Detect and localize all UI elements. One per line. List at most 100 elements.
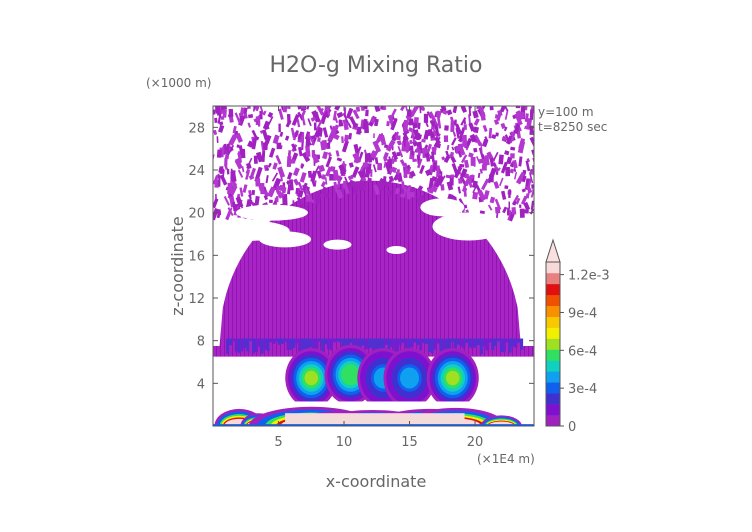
upper-moisture-streak [225, 210, 232, 221]
upper-moisture-streak [363, 121, 369, 134]
upper-moisture-streak [457, 186, 462, 194]
layer-fringe [413, 338, 417, 343]
upper-moisture-streak [303, 202, 310, 212]
x-unit-label: (×1E4 m) [477, 452, 535, 466]
layer-fringe [373, 338, 377, 354]
upper-moisture-streak [495, 132, 499, 137]
upper-moisture-streak [213, 109, 216, 115]
upper-moisture-streak [411, 145, 414, 156]
upper-moisture-streak [306, 194, 312, 202]
upper-moisture-streak [349, 116, 358, 128]
layer-fringe [511, 338, 515, 347]
upper-moisture-streak [443, 135, 449, 142]
upper-moisture-streak [480, 142, 483, 153]
upper-moisture-streak [310, 116, 317, 122]
colorbar-label: 1.2e-3 [568, 269, 610, 284]
upper-moisture-streak [214, 117, 218, 123]
layer-fringe [298, 338, 302, 354]
upper-moisture-streak [275, 154, 282, 165]
upper-moisture-streak [226, 143, 230, 154]
layer-fringe [520, 338, 524, 350]
upper-moisture-streak [370, 169, 373, 177]
layer-fringe [286, 338, 290, 350]
upper-moisture-streak [527, 178, 532, 188]
upper-moisture-streak [452, 106, 459, 114]
upper-moisture-streak [503, 126, 508, 132]
upper-moisture-streak [377, 163, 383, 171]
upper-moisture-streak [468, 152, 474, 158]
layer-fringe [476, 338, 480, 345]
upper-moisture-streak [521, 188, 526, 193]
upper-moisture-streak [476, 155, 481, 164]
upper-moisture-streak [254, 195, 260, 206]
upper-moisture-streak [213, 129, 218, 136]
upper-moisture-streak [451, 163, 459, 175]
upper-moisture-streak [417, 122, 421, 130]
upper-moisture-streak [219, 174, 228, 186]
upper-moisture-streak [221, 106, 228, 110]
upper-moisture-streak [293, 178, 300, 186]
layer-fringe [263, 338, 267, 350]
layer-fringe [318, 338, 322, 342]
colorbar-swatch [546, 316, 560, 328]
upper-moisture-streak [510, 131, 515, 137]
upper-moisture-streak [321, 174, 327, 180]
layer-fringe [312, 338, 316, 350]
colorbar-label: 6e-4 [568, 344, 597, 359]
upper-moisture-streak [465, 146, 469, 151]
upper-moisture-streak [287, 152, 292, 163]
upper-moisture-streak [413, 133, 419, 140]
upper-moisture-streak [435, 110, 442, 118]
layer-fringe [384, 338, 388, 345]
upper-moisture-streak [450, 121, 455, 133]
upper-moisture-streak [524, 106, 528, 111]
upper-moisture-streak [502, 206, 508, 214]
upper-moisture-streak [292, 167, 300, 177]
upper-moisture-streak [428, 111, 437, 122]
upper-moisture-streak [299, 172, 307, 183]
upper-moisture-streak [294, 130, 299, 138]
upper-moisture-streak [305, 186, 312, 198]
upper-moisture-streak [510, 146, 516, 151]
upper-moisture-streak [271, 172, 279, 182]
convective-core [304, 370, 319, 386]
dry-patch [386, 246, 407, 254]
upper-moisture-streak [305, 136, 310, 147]
upper-moisture-streak [232, 182, 238, 191]
upper-moisture-streak [492, 162, 497, 168]
upper-moisture-streak [403, 119, 409, 132]
layer-fringe [280, 338, 284, 344]
upper-moisture-streak [460, 106, 467, 113]
upper-moisture-streak [479, 168, 483, 174]
upper-moisture-streak [415, 146, 420, 153]
colorbar-swatch [546, 338, 560, 350]
upper-moisture-streak [216, 106, 221, 116]
y-tick-label: 8 [197, 335, 205, 350]
upper-moisture-streak [327, 151, 332, 157]
upper-moisture-streak [450, 195, 457, 201]
upper-moisture-streak [417, 158, 423, 169]
upper-moisture-streak [229, 146, 234, 152]
layer-fringe [303, 338, 307, 353]
layer-fringe [283, 338, 287, 342]
upper-moisture-streak [309, 174, 316, 187]
layer-fringe [240, 338, 244, 352]
layer-fringe [427, 338, 431, 352]
upper-moisture-streak [286, 180, 291, 189]
layer-fringe [419, 338, 423, 351]
upper-moisture-streak [233, 209, 238, 216]
y-axis: 4 8 12 16 20 24 28 [188, 121, 534, 392]
layer-fringe [292, 338, 296, 348]
upper-moisture-streak [417, 185, 424, 192]
layer-fringe [254, 338, 258, 353]
layer-fringe [450, 338, 454, 342]
upper-moisture-streak [457, 150, 462, 158]
upper-moisture-streak [339, 111, 344, 117]
upper-moisture-streak [259, 106, 264, 115]
upper-moisture-streak [249, 198, 255, 207]
dry-patch [259, 231, 312, 248]
upper-moisture-streak [255, 178, 261, 187]
upper-moisture-streak [347, 122, 352, 129]
upper-moisture-streak [226, 168, 230, 175]
upper-moisture-streak [388, 175, 394, 183]
